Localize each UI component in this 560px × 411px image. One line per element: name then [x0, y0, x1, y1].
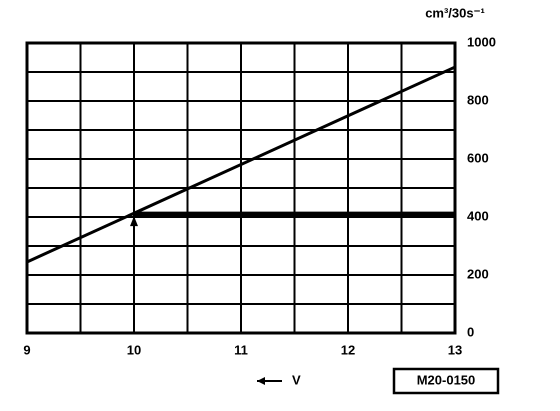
- x-axis-label: V: [292, 372, 301, 387]
- figure-code: M20-0150: [417, 372, 476, 387]
- y-tick-label: 600: [467, 150, 489, 165]
- y-tick-label: 0: [467, 324, 474, 339]
- x-tick-label: 13: [448, 342, 462, 357]
- x-tick-label: 12: [341, 342, 355, 357]
- data-line: [26, 65, 456, 264]
- y-tick-label: 1000: [467, 34, 496, 49]
- x-tick-label: 11: [234, 342, 248, 357]
- plot-frame: [25, 41, 457, 335]
- code-box: [392, 367, 500, 395]
- x-tick-label: 10: [127, 342, 141, 357]
- x-axis-arrow-head: [257, 377, 265, 385]
- operating-arrow: [130, 216, 138, 227]
- y-tick-label: 800: [467, 92, 489, 107]
- y-axis-label: cm³/30s⁻¹: [425, 5, 485, 20]
- y-tick-label: 200: [467, 266, 489, 281]
- x-tick-label: 9: [23, 342, 30, 357]
- y-tick-label: 400: [467, 208, 489, 223]
